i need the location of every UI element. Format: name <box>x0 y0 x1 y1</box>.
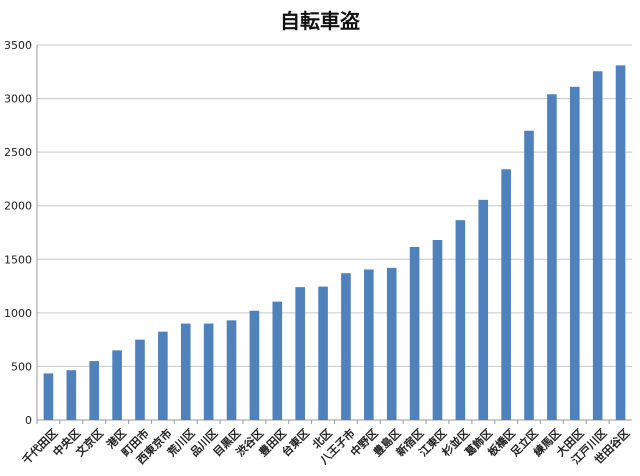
bar <box>66 370 77 420</box>
bar <box>386 267 397 420</box>
bar <box>295 287 305 420</box>
y-tick-label: 2500 <box>4 146 32 159</box>
bar <box>341 273 351 420</box>
x-axis-category-labels: 千代田区中央区文京区港区町田市西東京市荒川区品川区目黒区渋谷区豊田区台東区北区八… <box>19 426 632 468</box>
bar <box>272 301 283 420</box>
axes <box>36 45 632 424</box>
bar <box>249 310 260 420</box>
bar <box>569 86 580 420</box>
bar <box>501 169 511 420</box>
y-tick-label: 500 <box>11 360 32 373</box>
bar <box>547 94 557 420</box>
bars <box>43 65 626 421</box>
bar <box>203 323 214 420</box>
bar <box>158 331 168 420</box>
bar <box>112 350 122 420</box>
bar <box>318 286 328 420</box>
bar <box>615 65 626 421</box>
y-tick-label: 3500 <box>4 39 32 52</box>
chart-title: 自転車盗 <box>280 9 360 33</box>
y-tick-label: 2000 <box>4 200 32 213</box>
bar <box>432 240 443 420</box>
bar <box>455 220 466 420</box>
bar <box>409 246 420 420</box>
bar <box>524 130 534 420</box>
y-tick-label: 0 <box>25 414 32 427</box>
bar <box>226 320 237 420</box>
bar <box>592 71 603 420</box>
bar <box>364 269 374 420</box>
y-tick-label: 1500 <box>4 253 32 266</box>
bar <box>89 361 100 420</box>
bar <box>135 339 145 420</box>
y-tick-label: 1000 <box>4 307 32 320</box>
gridlines <box>37 44 632 421</box>
y-tick-label: 3000 <box>4 93 32 106</box>
bar <box>478 199 489 420</box>
bar <box>43 373 54 420</box>
y-axis-ticks: 0 500 1000 1500 2000 2500 3000 3500 <box>4 39 32 427</box>
bar <box>180 323 191 420</box>
